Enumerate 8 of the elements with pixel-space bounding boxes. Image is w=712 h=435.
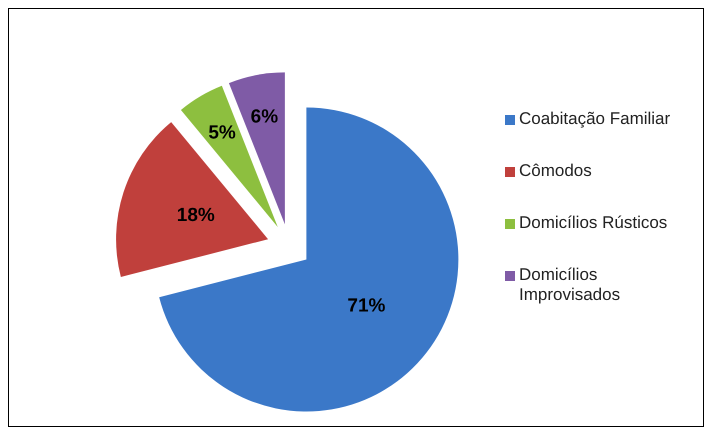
data-label: 71% [347, 296, 386, 317]
data-label: 6% [250, 106, 278, 128]
legend-label: Domicílios Rústicos [519, 213, 668, 233]
data-label: 18% [176, 205, 215, 226]
legend-label: Domicílios Improvisados [519, 265, 622, 305]
legend-label: Cômodos [519, 161, 593, 181]
data-label: 5% [208, 122, 236, 144]
legend-label: Coabitação Familiar [519, 109, 672, 129]
